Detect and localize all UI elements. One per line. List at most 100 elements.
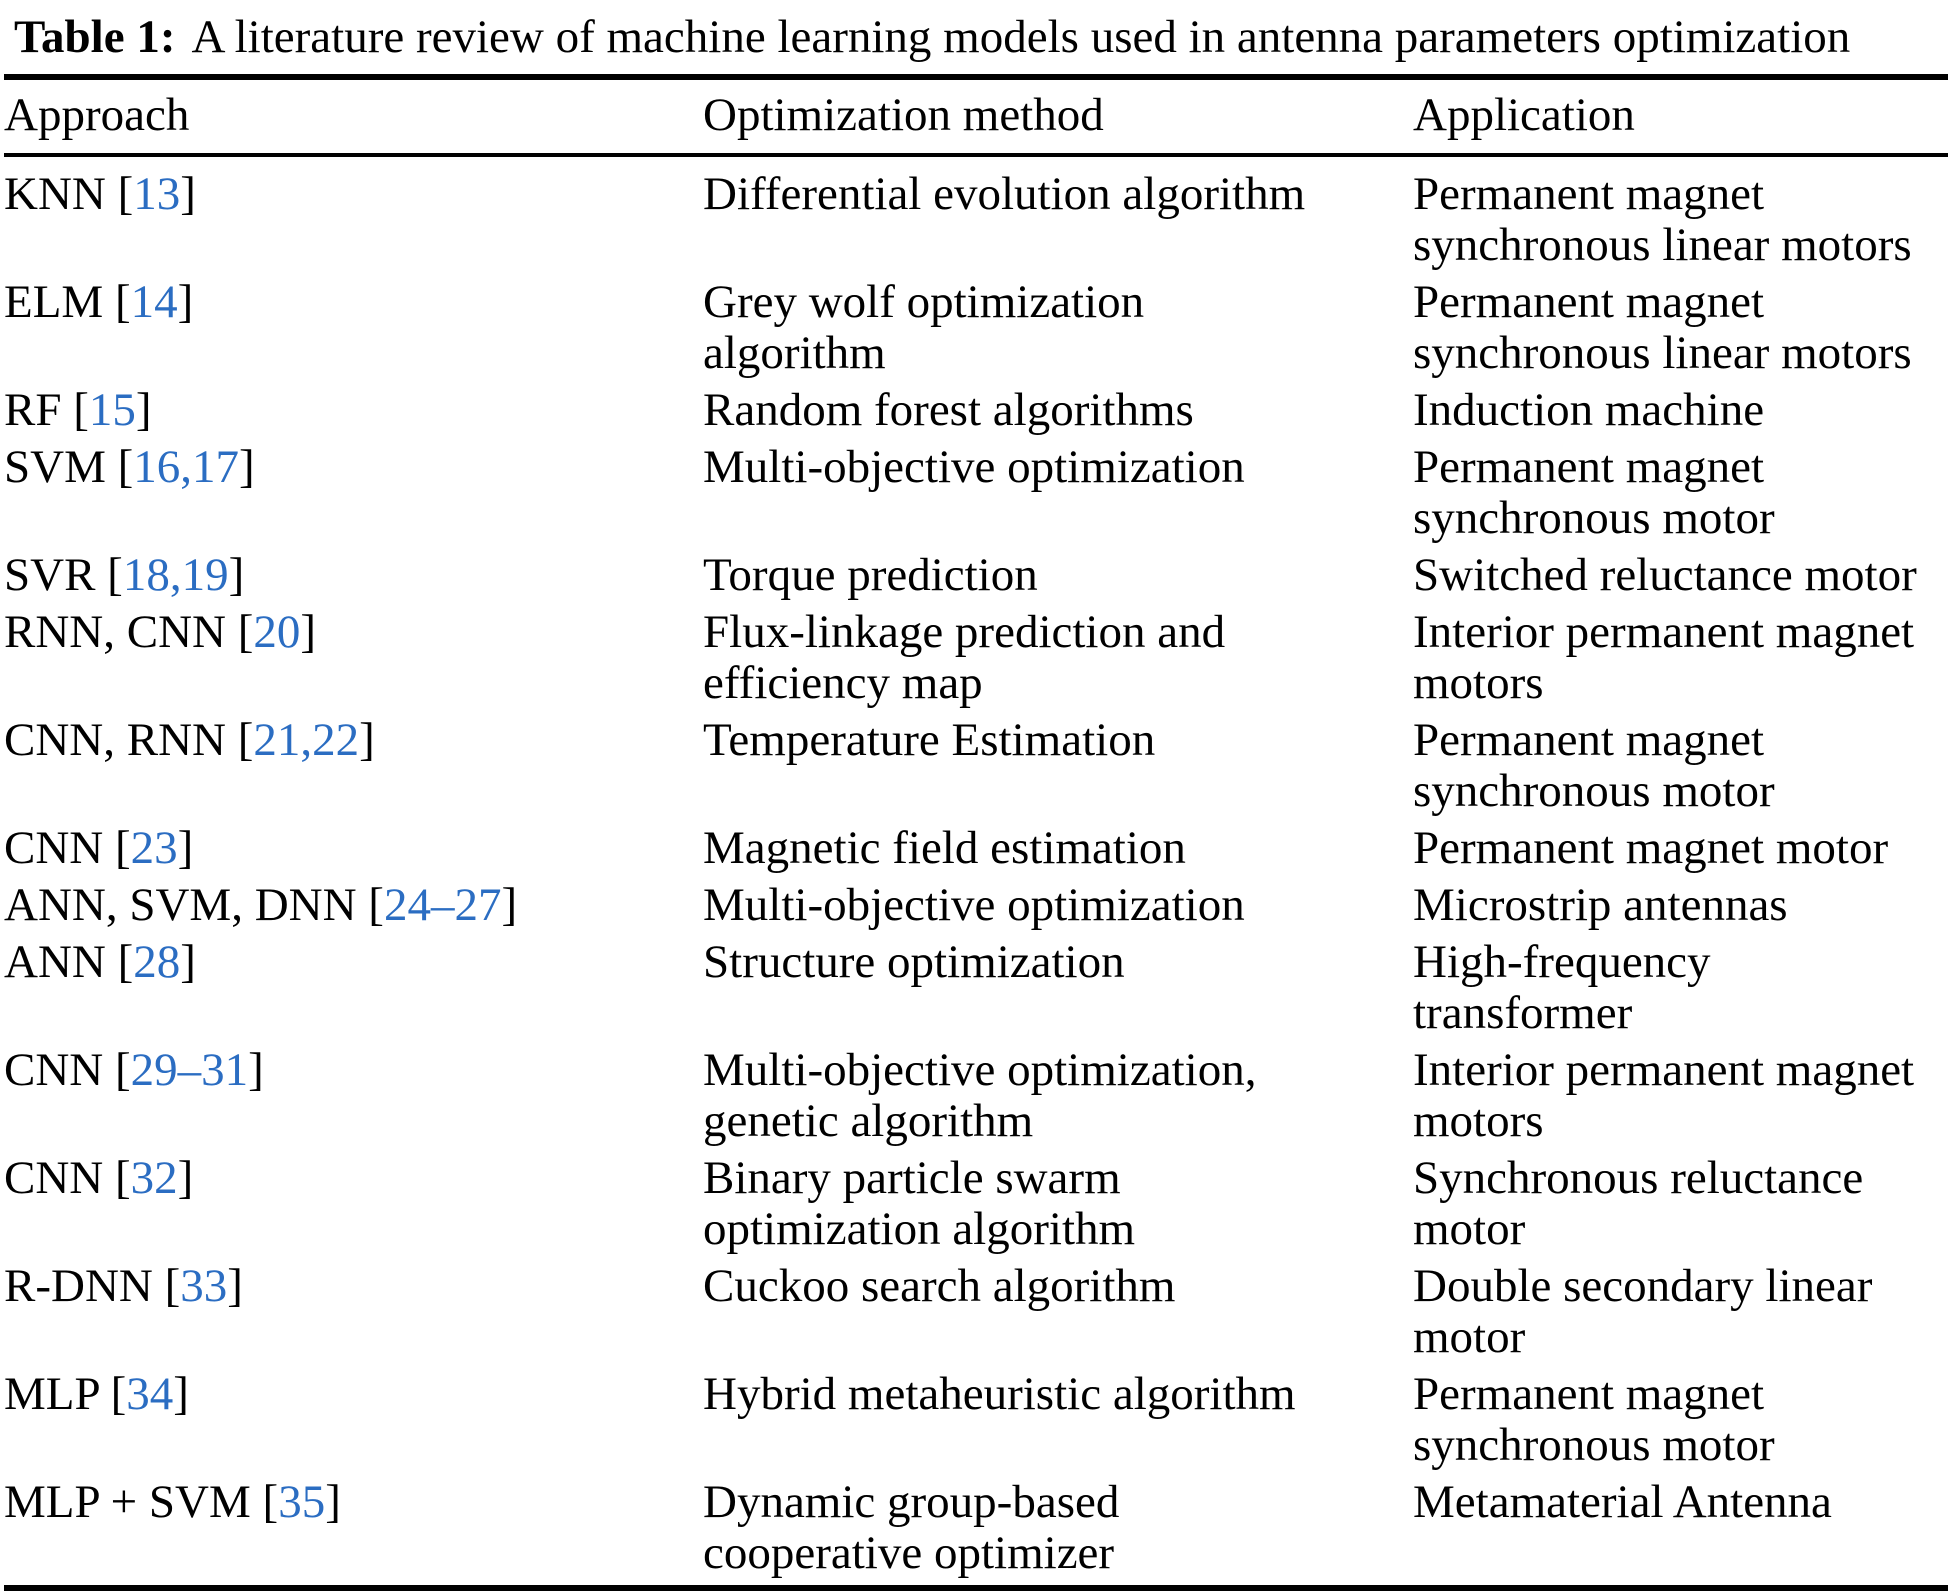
application-cell: Permanent magnet motor — [1413, 822, 1889, 874]
method-cell: Torque prediction — [703, 549, 1038, 601]
citation-link[interactable]: 29–31 — [130, 1044, 249, 1096]
approach-cell: RF [15] — [4, 385, 703, 442]
citation-link[interactable]: 21,22 — [253, 714, 360, 766]
approach-text-close: ] — [359, 714, 375, 766]
approach-cell: ELM [14] — [4, 277, 703, 385]
table-row: CNN [23] Magnetic field estimation Perma… — [4, 823, 1948, 880]
approach-text: SVM [ — [4, 441, 134, 493]
method-cell: Cuckoo search algorithm — [703, 1260, 1176, 1312]
application-cell: Microstrip antennas — [1413, 879, 1788, 931]
column-header-application: Application — [1413, 77, 1948, 157]
method-cell: Temperature Estimation — [703, 714, 1156, 766]
table-row: ANN [28] Structure optimization High-fre… — [4, 937, 1948, 1045]
approach-text-close: ] — [135, 384, 152, 436]
citation-link[interactable]: 28 — [133, 936, 181, 988]
table-row: ELM [14] Grey wolf optimization algorith… — [4, 277, 1948, 385]
approach-text: CNN [ — [4, 1152, 131, 1204]
approach-text: R-DNN [ — [4, 1260, 181, 1312]
column-header-method: Optimization method — [703, 77, 1413, 157]
application-cell: Permanent magnet synchronous motor — [1413, 1368, 1775, 1471]
application-cell: Double secondary linear motor — [1413, 1260, 1873, 1363]
method-cell: Dynamic group-based cooperative optimize… — [703, 1476, 1120, 1579]
approach-text-close: ] — [177, 1152, 194, 1204]
approach-cell: CNN [32] — [4, 1153, 703, 1261]
citation-link[interactable]: 32 — [130, 1152, 178, 1204]
method-cell: Multi-objective optimization — [703, 879, 1245, 931]
method-cell: Random forest algorithms — [703, 384, 1194, 436]
approach-cell: SVM [16,17] — [4, 442, 703, 550]
citation-link[interactable]: 16,17 — [133, 441, 240, 493]
approach-text-close: ] — [325, 1476, 341, 1528]
citation-link[interactable]: 20 — [253, 606, 301, 658]
citation-link[interactable]: 23 — [130, 822, 178, 874]
column-header-approach: Approach — [4, 77, 703, 157]
application-cell: Permanent magnet synchronous linear moto… — [1413, 168, 1912, 271]
approach-text-close: ] — [501, 879, 518, 931]
approach-text: CNN, RNN [ — [4, 714, 254, 766]
citation-link[interactable]: 35 — [278, 1476, 326, 1528]
approach-text-close: ] — [173, 1368, 189, 1420]
citation-link[interactable]: 13 — [133, 168, 181, 220]
method-cell: Flux-linkage prediction and efficiency m… — [703, 606, 1226, 709]
approach-text: ELM [ — [4, 276, 131, 328]
application-cell: Synchronous reluctance motor — [1413, 1152, 1864, 1255]
application-cell: Switched reluctance motor — [1413, 549, 1917, 601]
application-cell: High-frequency transformer — [1413, 936, 1711, 1039]
approach-text: SVR [ — [4, 549, 123, 601]
approach-text-close: ] — [228, 549, 245, 601]
application-cell: Permanent magnet synchronous motor — [1413, 714, 1775, 817]
method-cell: Hybrid metaheuristic algorithm — [703, 1368, 1296, 1420]
approach-cell: KNN [13] — [4, 155, 703, 277]
approach-text: ANN, SVM, DNN [ — [4, 879, 384, 931]
application-cell: Permanent magnet synchronous motor — [1413, 441, 1775, 544]
approach-text: CNN [ — [4, 822, 131, 874]
approach-cell: CNN [29–31] — [4, 1045, 703, 1153]
approach-text-close: ] — [248, 1044, 264, 1096]
citation-link[interactable]: 33 — [180, 1260, 228, 1312]
approach-text: CNN [ — [4, 1044, 131, 1096]
approach-cell: MLP + SVM [35] — [4, 1477, 703, 1588]
method-cell: Multi-objective optimization — [703, 441, 1245, 493]
approach-text-close: ] — [180, 936, 196, 988]
table-caption-label: Table 1: — [14, 11, 176, 63]
table-caption: Table 1: A literature review of machine l… — [0, 0, 1954, 74]
approach-text: MLP + SVM [ — [4, 1476, 279, 1528]
approach-cell: CNN [23] — [4, 823, 703, 880]
application-cell: Induction machine — [1413, 384, 1765, 436]
table-row: SVR [18,19] Torque prediction Switched r… — [4, 550, 1948, 607]
table-row: RF [15] Random forest algorithms Inducti… — [4, 385, 1948, 442]
approach-cell: CNN, RNN [21,22] — [4, 715, 703, 823]
citation-link[interactable]: 34 — [126, 1368, 174, 1420]
table-row: RNN, CNN [20] Flux-linkage prediction an… — [4, 607, 1948, 715]
table-row: CNN [32] Binary particle swarm optimizat… — [4, 1153, 1948, 1261]
literature-review-table: Approach Optimization method Application… — [4, 74, 1948, 1591]
approach-cell: MLP [34] — [4, 1369, 703, 1477]
table-row: MLP [34] Hybrid metaheuristic algorithm … — [4, 1369, 1948, 1477]
approach-text-close: ] — [177, 276, 194, 328]
approach-cell: RNN, CNN [20] — [4, 607, 703, 715]
citation-link[interactable]: 24–27 — [383, 879, 502, 931]
table-row: SVM [16,17] Multi-objective optimization… — [4, 442, 1948, 550]
citation-link[interactable]: 14 — [130, 276, 178, 328]
table-row: CNN, RNN [21,22] Temperature Estimation … — [4, 715, 1948, 823]
approach-text: ANN [ — [4, 936, 134, 988]
table-row: MLP + SVM [35] Dynamic group-based coope… — [4, 1477, 1948, 1588]
approach-text: RF [ — [4, 384, 89, 436]
table-row: KNN [13] Differential evolution algorith… — [4, 155, 1948, 277]
table-row: ANN, SVM, DNN [24–27] Multi-objective op… — [4, 880, 1948, 937]
application-cell: Metamaterial Antenna — [1413, 1476, 1832, 1528]
application-cell: Interior permanent magnet motors — [1413, 1044, 1915, 1147]
header-row: Approach Optimization method Application — [4, 77, 1948, 157]
approach-cell: ANN [28] — [4, 937, 703, 1045]
approach-text-close: ] — [300, 606, 317, 658]
approach-text-close: ] — [177, 822, 194, 874]
approach-text-close: ] — [239, 441, 255, 493]
approach-cell: SVR [18,19] — [4, 550, 703, 607]
citation-link[interactable]: 18,19 — [122, 549, 229, 601]
approach-text-close: ] — [180, 168, 196, 220]
table-row: CNN [29–31] Multi-objective optimization… — [4, 1045, 1948, 1153]
method-cell: Grey wolf optimization algorithm — [703, 276, 1145, 379]
method-cell: Multi-objective optimization, genetic al… — [703, 1044, 1257, 1147]
citation-link[interactable]: 15 — [88, 384, 136, 436]
